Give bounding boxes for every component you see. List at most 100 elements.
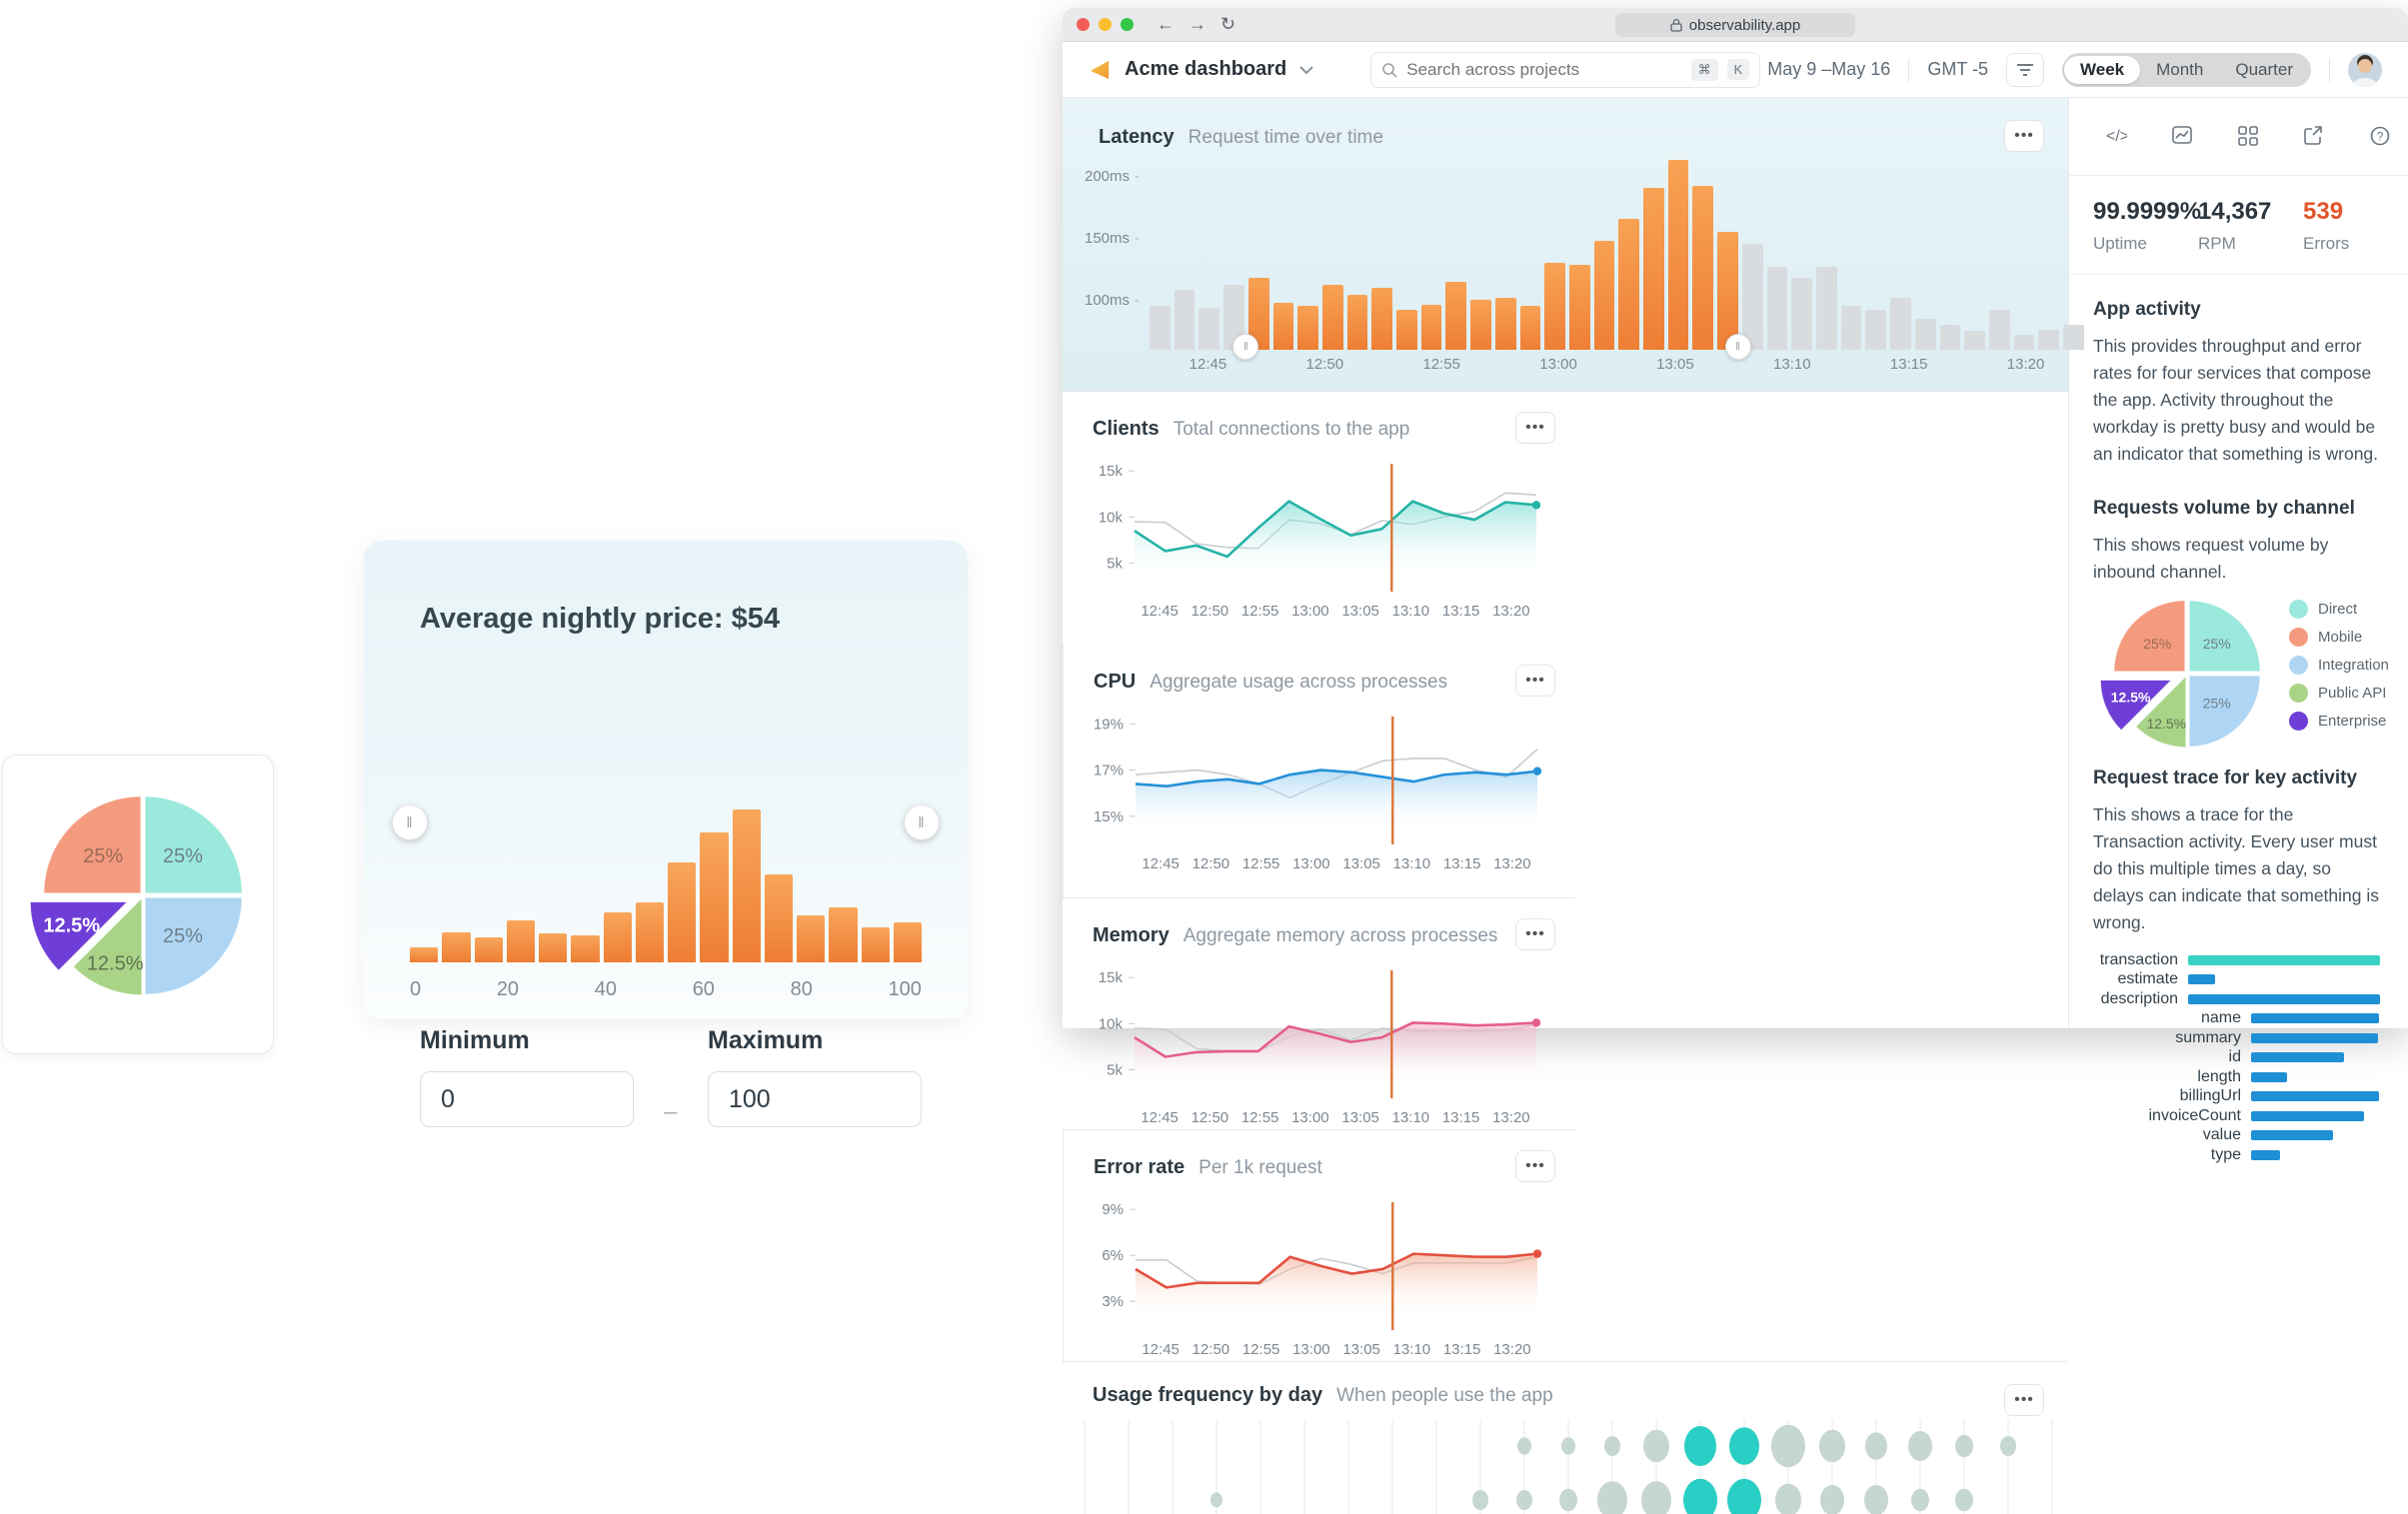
clients-menu-button[interactable]: ••• — [1515, 412, 1555, 444]
usage-menu-button[interactable]: ••• — [2004, 1384, 2044, 1416]
usage-bubble[interactable] — [1911, 1488, 1929, 1512]
trace-bar[interactable] — [2188, 954, 2380, 965]
minimum-input[interactable] — [420, 1071, 634, 1127]
brush-handle-left[interactable]: ‖ — [1232, 334, 1259, 360]
trace-bar[interactable] — [2251, 1032, 2378, 1043]
pie-slice-integration[interactable] — [2188, 675, 2261, 748]
search-input[interactable] — [1406, 59, 1682, 80]
usage-bubble[interactable] — [1771, 1424, 1805, 1468]
tab-quarter[interactable]: Quarter — [2235, 59, 2293, 79]
maximum-input[interactable] — [708, 1071, 922, 1127]
trace-bar[interactable] — [2251, 1052, 2344, 1063]
trace-bar[interactable] — [2251, 1110, 2364, 1121]
trace-bar[interactable] — [2188, 993, 2380, 1004]
pie-slice-direct[interactable] — [2188, 600, 2261, 673]
memory-card: Memory Aggregate memory across processes •… — [1063, 897, 1575, 1129]
usage-bubble[interactable] — [2000, 1436, 2016, 1456]
zoom-window-icon[interactable] — [1121, 18, 1134, 31]
clients-y-tick: 15k — [1099, 463, 1124, 480]
usage-bubble[interactable] — [1641, 1481, 1671, 1514]
pie-slice-direct[interactable] — [144, 795, 243, 894]
memory-menu-button[interactable]: ••• — [1515, 918, 1555, 950]
address-bar[interactable]: observability.app — [1615, 13, 1855, 37]
usage-bubble[interactable] — [1727, 1478, 1761, 1514]
price-range-handle-left[interactable]: ‖ — [392, 804, 428, 840]
trace-bar[interactable] — [2251, 1130, 2333, 1141]
latency-x-tick: 13:05 — [1656, 356, 1694, 373]
trace-bar[interactable] — [2188, 974, 2215, 985]
trace-bar[interactable] — [2251, 1071, 2287, 1082]
usage-bubble[interactable] — [1643, 1429, 1669, 1463]
filter-button[interactable] — [2006, 52, 2044, 87]
usage-bubble[interactable] — [1819, 1429, 1845, 1463]
trace-row: id — [2093, 1048, 2382, 1068]
browser-chrome: ← → ↻ observability.app — [1063, 8, 2408, 42]
usage-bubble[interactable] — [1597, 1481, 1627, 1514]
chevron-down-icon[interactable] — [1298, 65, 1314, 75]
usage-bubble[interactable] — [1210, 1492, 1222, 1508]
memory-x-tick: 12:50 — [1192, 1109, 1229, 1126]
back-icon[interactable]: ← — [1157, 14, 1175, 34]
search-icon — [1382, 62, 1397, 78]
pie-slice-public-api[interactable] — [2134, 675, 2187, 749]
pie-slice-mobile[interactable] — [43, 795, 142, 894]
minimize-window-icon[interactable] — [1099, 18, 1112, 31]
legend-item-enterprise[interactable]: Enterprise — [2289, 712, 2389, 731]
pie-slice-integration[interactable] — [144, 896, 243, 995]
latency-bar — [1791, 278, 1812, 350]
legend-item-direct[interactable]: Direct — [2289, 600, 2389, 619]
usage-bubble[interactable] — [1684, 1426, 1716, 1466]
latency-bar — [1272, 303, 1294, 350]
help-icon[interactable]: ? — [2369, 126, 2391, 151]
timezone[interactable]: GMT -5 — [1927, 59, 1988, 79]
trace-bar-list: transaction estimate description name summar… — [2093, 950, 2382, 1165]
usage-bubble[interactable] — [1908, 1431, 1932, 1461]
usage-bubble[interactable] — [1516, 1490, 1532, 1510]
usage-bubble[interactable] — [1559, 1488, 1577, 1512]
tab-month[interactable]: Month — [2156, 59, 2204, 79]
usage-bubble[interactable] — [1517, 1437, 1531, 1455]
legend-item-public-api[interactable]: Public API — [2289, 684, 2389, 703]
error_rate-x-tick: 13:05 — [1342, 1341, 1380, 1358]
usage-bubble[interactable] — [1683, 1478, 1717, 1514]
usage-bubble[interactable] — [1864, 1485, 1888, 1514]
pie-slice-enterprise[interactable] — [2099, 680, 2173, 732]
usage-bubble[interactable] — [1729, 1427, 1759, 1465]
usage-bubble[interactable] — [1561, 1437, 1575, 1455]
pie-slice-enterprise[interactable] — [29, 901, 129, 971]
trace-bar[interactable] — [2251, 1013, 2379, 1024]
chart-icon[interactable] — [2171, 126, 2193, 151]
usage-bubble[interactable] — [1865, 1432, 1887, 1460]
cpu-menu-button[interactable]: ••• — [1515, 665, 1555, 697]
usage-bubble[interactable] — [1604, 1436, 1620, 1456]
date-range[interactable]: May 9 –May 16 — [1767, 59, 1891, 79]
error_rate-menu-button[interactable]: ••• — [1515, 1150, 1555, 1182]
pie-slice-public-api[interactable] — [72, 896, 143, 996]
pie-slice-mobile[interactable] — [2113, 600, 2186, 673]
reload-icon[interactable]: ↻ — [1220, 14, 1236, 34]
latency-bar — [1445, 282, 1467, 350]
legend-item-mobile[interactable]: Mobile — [2289, 628, 2389, 647]
usage-bubble[interactable] — [1955, 1488, 1973, 1512]
close-window-icon[interactable] — [1077, 18, 1090, 31]
avatar[interactable] — [2348, 52, 2382, 87]
grid-icon[interactable] — [2237, 126, 2259, 151]
forward-icon[interactable]: → — [1189, 14, 1206, 34]
cpu-x-tick: 13:00 — [1292, 855, 1330, 872]
legend-item-integration[interactable]: Integration — [2289, 656, 2389, 675]
price-range-handle-right[interactable]: ‖ — [904, 804, 940, 840]
latency-menu-button[interactable]: ••• — [2004, 120, 2044, 152]
tab-week[interactable]: Week — [2064, 55, 2141, 84]
trace-bar[interactable] — [2251, 1149, 2280, 1160]
cpu-x-tick: 13:10 — [1393, 855, 1431, 872]
external-link-icon[interactable] — [2303, 126, 2325, 151]
usage-bubble[interactable] — [1955, 1434, 1973, 1458]
usage-bubble[interactable] — [1472, 1490, 1488, 1510]
trace-bar[interactable] — [2251, 1091, 2379, 1102]
usage-bubble[interactable] — [1775, 1483, 1801, 1514]
search-box[interactable]: ⌘ K — [1370, 51, 1761, 88]
usage-bubble[interactable] — [1820, 1485, 1844, 1514]
brush-handle-right[interactable]: ‖ — [1724, 334, 1751, 360]
pie-slice-label: 12.5% — [43, 915, 100, 937]
code-icon[interactable]: </> — [2105, 126, 2129, 151]
